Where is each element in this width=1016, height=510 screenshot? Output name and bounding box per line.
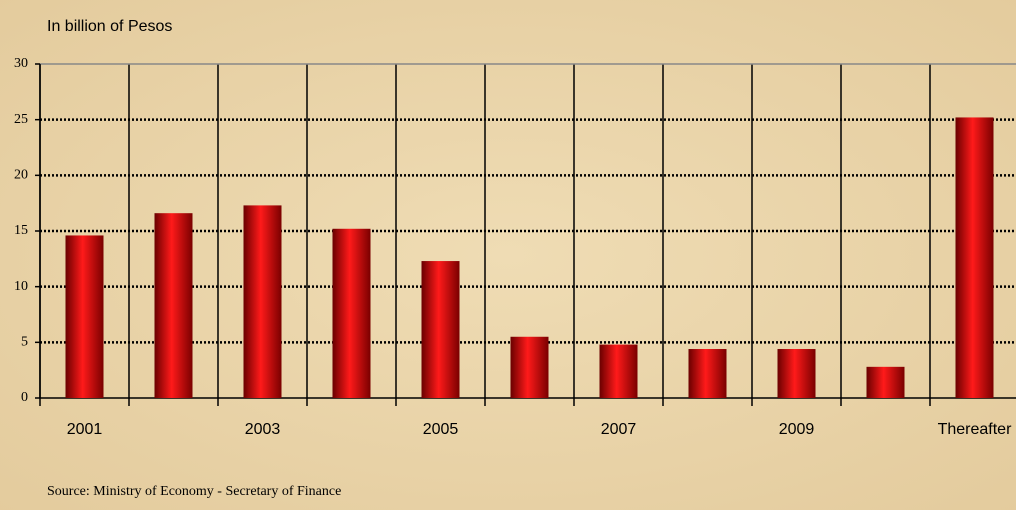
bar <box>955 117 994 398</box>
y-tick-label: 25 <box>14 112 28 127</box>
x-tick-label: 2003 <box>245 421 281 438</box>
y-tick-label: 30 <box>14 56 28 71</box>
bar <box>777 349 816 398</box>
source-note: Source: Ministry of Economy - Secretary … <box>47 484 341 499</box>
y-tick-label: 10 <box>14 279 28 294</box>
bar <box>65 235 104 398</box>
x-tick-label: 2007 <box>601 421 637 438</box>
x-tick-label: 2005 <box>423 421 459 438</box>
y-tick-label: 0 <box>21 390 28 405</box>
y-tick-label: 5 <box>21 335 28 350</box>
y-axis-title: In billion of Pesos <box>47 18 172 35</box>
x-tick-label: 2009 <box>779 421 815 438</box>
x-tick-label: Thereafter <box>938 421 1012 438</box>
bar <box>866 366 905 398</box>
bar <box>154 213 193 398</box>
bar <box>332 228 371 398</box>
bar <box>243 205 282 398</box>
bar <box>421 261 460 398</box>
bar <box>599 344 638 398</box>
bar <box>688 349 727 398</box>
y-tick-label: 15 <box>14 223 28 238</box>
x-tick-label: 2001 <box>67 421 103 438</box>
bar <box>510 336 549 398</box>
y-tick-label: 20 <box>14 168 28 183</box>
